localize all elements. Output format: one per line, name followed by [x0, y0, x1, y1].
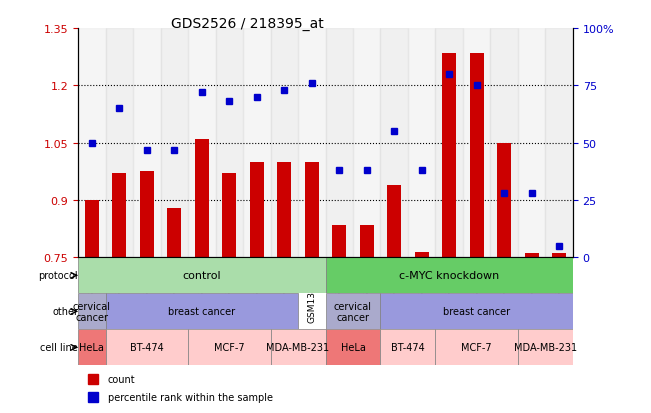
Bar	[470, 54, 484, 258]
Text: protocol: protocol	[38, 271, 78, 281]
Text: cell line: cell line	[40, 342, 78, 353]
Bar	[387, 185, 401, 258]
Bar	[113, 174, 126, 258]
Bar	[333, 225, 346, 258]
Text: MCF-7: MCF-7	[214, 342, 245, 353]
Bar	[298, 29, 326, 258]
Bar	[277, 162, 291, 258]
Text: cervical
cancer: cervical cancer	[334, 301, 372, 323]
Bar	[463, 29, 490, 258]
Bar	[490, 29, 518, 258]
Bar	[161, 29, 188, 258]
FancyBboxPatch shape	[326, 294, 380, 330]
FancyBboxPatch shape	[436, 330, 518, 366]
Bar	[353, 29, 380, 258]
Bar	[140, 172, 154, 258]
Text: c-MYC knockdown: c-MYC knockdown	[399, 271, 499, 281]
Bar	[243, 29, 271, 258]
FancyBboxPatch shape	[78, 330, 105, 366]
FancyBboxPatch shape	[105, 294, 298, 330]
FancyBboxPatch shape	[380, 294, 573, 330]
Bar	[223, 174, 236, 258]
Text: MCF-7: MCF-7	[462, 342, 492, 353]
Bar	[546, 29, 573, 258]
Text: HeLa: HeLa	[340, 342, 365, 353]
Bar	[167, 208, 181, 258]
Bar	[436, 29, 463, 258]
Text: breast cancer: breast cancer	[168, 306, 236, 317]
Text: BT-474: BT-474	[130, 342, 163, 353]
Text: BT-474: BT-474	[391, 342, 425, 353]
Bar	[415, 252, 428, 258]
Bar	[552, 253, 566, 258]
Text: cervical
cancer: cervical cancer	[73, 301, 111, 323]
Bar	[518, 29, 546, 258]
FancyBboxPatch shape	[78, 258, 326, 294]
Bar	[326, 29, 353, 258]
Bar	[305, 162, 318, 258]
Bar	[408, 29, 436, 258]
Text: MDA-MB-231: MDA-MB-231	[266, 342, 329, 353]
Text: other: other	[52, 306, 78, 317]
FancyBboxPatch shape	[188, 330, 271, 366]
FancyBboxPatch shape	[326, 258, 573, 294]
Bar	[250, 162, 264, 258]
FancyBboxPatch shape	[105, 330, 188, 366]
Bar	[215, 29, 243, 258]
Bar	[188, 29, 215, 258]
Bar	[442, 54, 456, 258]
FancyBboxPatch shape	[326, 330, 380, 366]
Text: HeLa: HeLa	[79, 342, 104, 353]
FancyBboxPatch shape	[380, 330, 436, 366]
Text: control: control	[182, 271, 221, 281]
Bar	[271, 29, 298, 258]
Bar	[105, 29, 133, 258]
Bar	[133, 29, 161, 258]
FancyBboxPatch shape	[271, 330, 326, 366]
Text: GDS2526 / 218395_at: GDS2526 / 218395_at	[171, 17, 324, 31]
Bar	[360, 225, 374, 258]
Text: breast cancer: breast cancer	[443, 306, 510, 317]
Bar	[78, 29, 105, 258]
Text: count: count	[108, 374, 135, 384]
Text: MDA-MB-231: MDA-MB-231	[514, 342, 577, 353]
Text: percentile rank within the sample: percentile rank within the sample	[108, 392, 273, 402]
FancyBboxPatch shape	[518, 330, 573, 366]
FancyBboxPatch shape	[78, 294, 105, 330]
Bar	[497, 143, 511, 258]
Bar	[525, 253, 538, 258]
Bar	[380, 29, 408, 258]
Bar	[195, 140, 209, 258]
Bar	[85, 200, 99, 258]
